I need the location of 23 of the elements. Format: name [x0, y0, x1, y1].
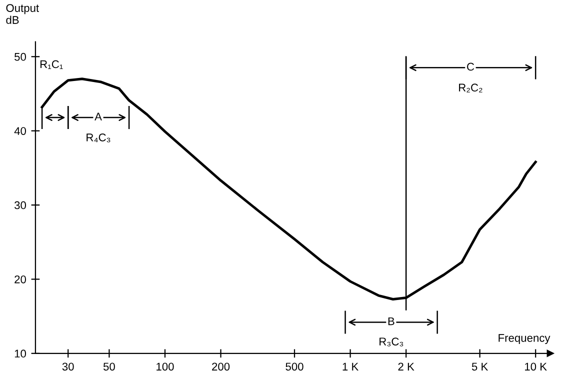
x-tick-label: 30	[62, 362, 74, 371]
x-tick-label: 5 K	[472, 362, 488, 371]
y-tick-label: 20	[14, 275, 26, 284]
annotation: R₃C₃	[380, 338, 404, 346]
annotation: B	[388, 317, 394, 326]
annotation: C	[467, 62, 474, 71]
x-tick-label: 10 K	[525, 362, 547, 371]
x-tick-label: 500	[286, 362, 304, 371]
x-axis-title: Frequency	[498, 334, 550, 344]
x-tick-label: 1 K	[342, 362, 359, 370]
x-tick-label: 100	[156, 362, 174, 371]
annotation: R₁C₁	[40, 60, 63, 69]
y-tick-label: 50	[14, 52, 26, 61]
x-tick-label: 200	[212, 362, 230, 371]
y-tick-label: 30	[14, 201, 26, 210]
y-axis-title: Output dB	[6, 4, 39, 24]
annotation: R₂C₂	[459, 84, 482, 92]
x-tick-label: 2 K	[398, 362, 414, 370]
annotation: A	[94, 112, 102, 120]
annotation: R₄C₃	[86, 134, 110, 142]
y-tick-label: 40	[14, 127, 26, 135]
x-tick-label: 50	[103, 362, 115, 371]
y-tick-label: 10	[14, 350, 26, 358]
